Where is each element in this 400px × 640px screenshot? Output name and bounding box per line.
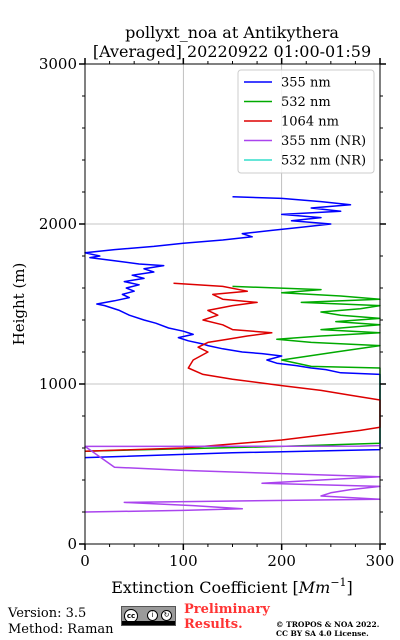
preliminary-line-2: Results.: [184, 617, 243, 632]
x-axis-label-exponent: −1: [330, 576, 346, 589]
preliminary-notice: Preliminary Results.: [184, 602, 270, 632]
y-tick-label: 1000: [39, 375, 77, 393]
x-tick-label: 100: [169, 552, 198, 570]
x-axis-label-unit: Mm: [298, 578, 331, 597]
legend-label: 532 nm: [281, 95, 331, 110]
x-tick-label: 200: [267, 552, 296, 570]
y-tick-label: 3000: [39, 55, 77, 73]
legend-box: [237, 69, 375, 174]
y-tick-label: 2000: [39, 215, 77, 233]
x-tick-label: 300: [366, 552, 395, 570]
x-axis-label-prefix: Extinction Coefficient [: [111, 578, 299, 597]
x-axis-label-suffix: ]: [347, 578, 353, 597]
chart-title-line-1: pollyxt_noa at Antikythera: [125, 23, 339, 42]
chart: pollyxt_noa at Antikythera [Averaged] 20…: [10, 23, 395, 597]
series-line-0: [84, 196, 381, 459]
legend-label: 532 nm (NR): [281, 154, 366, 169]
preliminary-line-1: Preliminary: [184, 602, 270, 617]
copyright-line-1: © TROPOS & NOA 2022.: [276, 620, 380, 629]
badge-strip: [122, 621, 175, 625]
legend: 355 nm 532 nm 1064 nm 355 nm (NR) 532 nm (NR…: [237, 69, 375, 174]
series-line-1: [84, 285, 381, 452]
x-tick-label: 0: [80, 552, 90, 570]
chart-title-line-2: [Averaged] 20220922 01:00-01:59: [93, 42, 371, 61]
share-alike-icon: ↻: [161, 610, 172, 621]
y-tick-label: 0: [67, 535, 77, 553]
series-layer: [84, 196, 381, 513]
legend-label: 355 nm (NR): [281, 134, 366, 149]
copyright-notice: © TROPOS & NOA 2022. CC BY SA 4.0 Licens…: [276, 620, 379, 638]
legend-label: 355 nm: [281, 76, 331, 91]
legend-label: 1064 nm: [281, 115, 339, 130]
by-attribution-icon: i: [147, 610, 158, 621]
version-label: Version: 3.5: [8, 606, 87, 621]
cc-license-badge: cc i ↻: [121, 606, 176, 626]
x-axis-label: Extinction Coefficient [Mm−1]: [111, 576, 353, 597]
copyright-line-2: CC BY SA 4.0 License.: [276, 629, 369, 638]
method-label: Method: Raman: [8, 622, 114, 637]
y-axis-label: Height (m): [10, 263, 28, 346]
